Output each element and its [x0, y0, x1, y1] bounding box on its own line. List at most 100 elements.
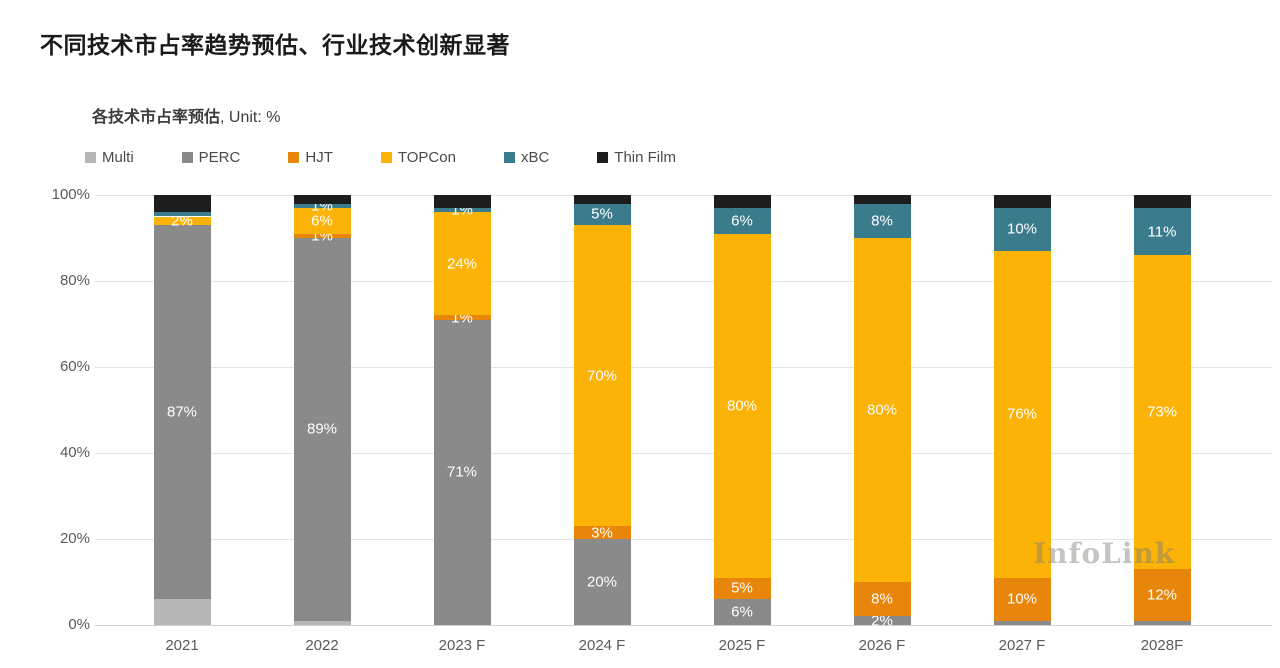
- bar-value-label: 71%: [446, 463, 478, 481]
- legend-label: Multi: [102, 149, 134, 166]
- x-tick-label: 2023 F: [438, 637, 486, 654]
- bar-segment-multi-2021: [153, 599, 211, 625]
- chart-subtitle: 各技术市占率预估, Unit: %: [92, 103, 280, 127]
- bar-segment-topcon-2028F: [1133, 255, 1191, 570]
- x-tick-label: 2028F: [1140, 637, 1184, 654]
- bar-segment-xbc-2027F: [993, 207, 1051, 251]
- bar-segment-hjt-2023F: [433, 315, 491, 320]
- bar-segment-thin-film-2025F: [713, 195, 771, 208]
- legend-item-multi: Multi: [85, 149, 134, 166]
- bar-segment-xbc-2022: [293, 203, 351, 208]
- bar-value-label: 2%: [171, 212, 193, 230]
- bar-value-label: 11%: [1147, 223, 1177, 241]
- bar-value-label: 6%: [731, 603, 753, 621]
- y-tick-label: 80%: [59, 272, 90, 289]
- bar-segment-topcon-2024F: [573, 225, 631, 527]
- bar-segment-thin-film-2022: [293, 195, 351, 204]
- bar-value-label: 20%: [586, 573, 618, 591]
- bar-segment-topcon-2021: [153, 216, 211, 226]
- legend-swatch-icon: [288, 152, 300, 163]
- bar-segment-perc-2021: [153, 225, 211, 600]
- bar-segment-xbc-2028F: [1133, 207, 1191, 256]
- legend-item-xbc: xBC: [503, 149, 550, 166]
- bar-value-label: 80%: [866, 401, 898, 419]
- legend-item-perc: PERC: [181, 149, 241, 166]
- legend: Multi PERC HJT TOPCon xBC Thin Film: [85, 149, 676, 166]
- bar-value-label: 80%: [726, 397, 758, 415]
- bar-segment-perc-2024F: [573, 539, 631, 625]
- bar-segment-xbc-2023F: [433, 207, 491, 213]
- legend-swatch-icon: [597, 152, 609, 163]
- bar-segment-xbc-2024F: [573, 203, 631, 226]
- bar-value-label: 6%: [731, 212, 753, 230]
- bar-segment-topcon-2025F: [713, 233, 771, 578]
- bar-segment-hjt-2022: [293, 233, 351, 238]
- legend-label: TOPCon: [397, 149, 456, 166]
- bar-segment-xbc-2021: [153, 212, 211, 217]
- plot-area: 87% 2% 89% 1% 6% 1% 71% 1% 24% 1% 20% 3% 70% 5% 6% 5% 80…: [0, 195, 1280, 626]
- bar-segment-perc-2025F: [713, 599, 771, 625]
- x-tick-label: 2025 F: [718, 637, 766, 654]
- legend-label: PERC: [198, 149, 241, 166]
- legend-label: xBC: [520, 149, 550, 166]
- gridline: [95, 281, 1272, 282]
- page-title: 不同技术市占率趋势预估、行业技术创新显著: [40, 32, 510, 58]
- bar-segment-hjt-2027F: [993, 577, 1051, 621]
- bar-segment-hjt-2025F: [713, 577, 771, 600]
- bar-value-label: 3%: [591, 524, 613, 542]
- bar-segment-thin-film-2027F: [993, 195, 1051, 208]
- legend-swatch-icon: [85, 152, 96, 163]
- y-tick-label: 0%: [68, 616, 90, 633]
- bar-segment-xbc-2025F: [713, 207, 771, 234]
- bar-segment-multi-2022: [293, 620, 351, 625]
- bar-segment-hjt-2028F: [1133, 569, 1191, 621]
- bar-segment-topcon-2022: [293, 207, 351, 234]
- legend-item-hjt: HJT: [288, 149, 333, 166]
- bar-value-label: 87%: [166, 403, 198, 421]
- bar-segment-topcon-2026F: [853, 238, 911, 582]
- bar-segment-perc-2028F: [1133, 620, 1191, 625]
- bar-segment-thin-film-2024F: [573, 195, 631, 204]
- bar-segment-thin-film-2026F: [853, 195, 911, 204]
- bar-value-label: 8%: [871, 590, 893, 608]
- x-tick-label: 2027 F: [998, 637, 1046, 654]
- bar-value-label: 24%: [446, 255, 478, 273]
- bar-segment-hjt-2024F: [573, 526, 631, 539]
- bar-segment-thin-film-2023F: [433, 195, 491, 208]
- bar-value-label: 10%: [1006, 590, 1038, 608]
- legend-swatch-icon: [181, 152, 193, 163]
- x-tick-label: 2022: [305, 637, 339, 654]
- bar-segment-perc-2023F: [433, 319, 491, 625]
- x-tick-label: 2026 F: [858, 637, 906, 654]
- bar-value-label: 73%: [1146, 403, 1178, 421]
- bar-value-label: 10%: [1006, 220, 1038, 238]
- chart-subtitle-main: 各技术市占率预估: [92, 109, 221, 126]
- legend-swatch-icon: [380, 152, 392, 163]
- bar-segment-hjt-2026F: [853, 582, 911, 617]
- bar-segment-topcon-2023F: [433, 212, 491, 316]
- bar-segment-perc-2027F: [993, 620, 1051, 625]
- x-tick-label: 2021: [165, 637, 199, 654]
- bar-value-label: 76%: [1006, 405, 1038, 423]
- bar-segment-xbc-2026F: [853, 203, 911, 238]
- bar-segment-thin-film-2021: [153, 195, 211, 213]
- bar-value-label: 12%: [1146, 586, 1178, 604]
- gridline: [95, 539, 1272, 540]
- gridline: [95, 367, 1272, 368]
- bar-segment-perc-2026F: [853, 616, 911, 625]
- bar-segment-topcon-2027F: [993, 250, 1051, 578]
- bar-value-label: 89%: [306, 420, 338, 438]
- gridline: [95, 195, 1272, 196]
- legend-label: Thin Film: [614, 149, 676, 166]
- legend-item-topcon: TOPCon: [380, 149, 456, 166]
- bar-value-label: 70%: [586, 367, 618, 385]
- bar-value-label: 6%: [311, 212, 333, 230]
- bar-segment-perc-2022: [293, 238, 351, 621]
- legend-label: HJT: [305, 149, 333, 166]
- legend-swatch-icon: [503, 152, 515, 163]
- chart-subtitle-unit: , Unit: %: [220, 109, 281, 126]
- gridline: [95, 453, 1272, 454]
- y-tick-label: 20%: [59, 530, 90, 547]
- legend-item-thin-film: Thin Film: [597, 149, 676, 166]
